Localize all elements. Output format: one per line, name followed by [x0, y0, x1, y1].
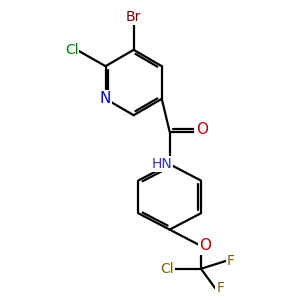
- Text: F: F: [217, 281, 225, 296]
- Text: O: O: [196, 122, 208, 137]
- Text: O: O: [199, 238, 211, 253]
- Text: Cl: Cl: [160, 262, 174, 276]
- Text: F: F: [227, 254, 235, 268]
- Text: Br: Br: [126, 10, 141, 23]
- Text: Cl: Cl: [65, 43, 78, 57]
- Text: HN: HN: [152, 157, 172, 171]
- Text: N: N: [100, 92, 111, 106]
